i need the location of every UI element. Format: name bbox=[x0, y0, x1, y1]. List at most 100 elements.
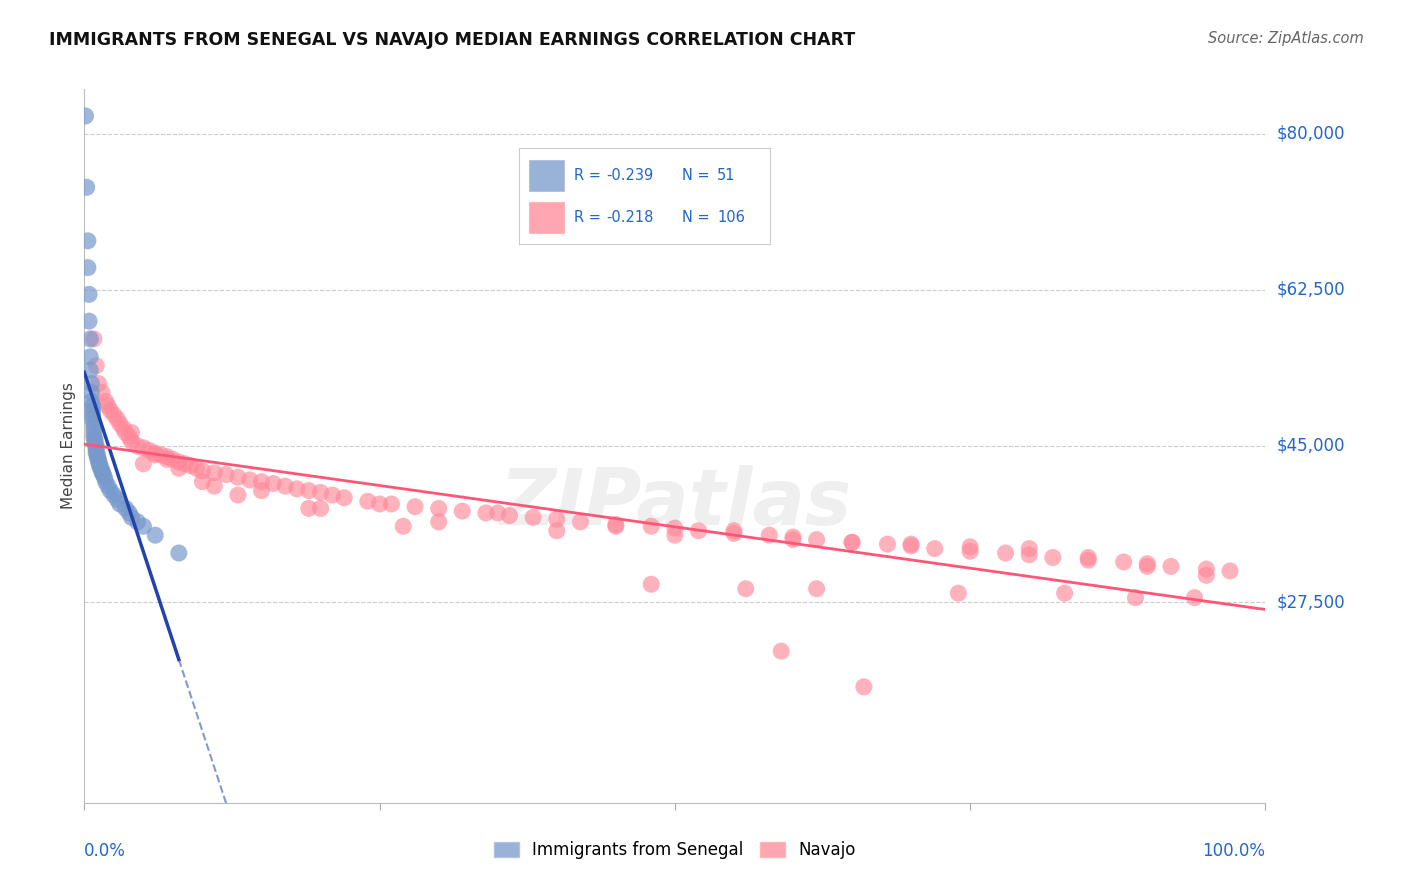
Point bbox=[250, 475, 273, 489]
Point bbox=[569, 515, 592, 529]
Point bbox=[103, 408, 125, 422]
Text: ZIPatlas: ZIPatlas bbox=[499, 465, 851, 541]
Point bbox=[84, 446, 107, 460]
Text: $27,500: $27,500 bbox=[1277, 593, 1346, 611]
Point bbox=[79, 350, 101, 364]
Text: Source: ZipAtlas.com: Source: ZipAtlas.com bbox=[1208, 31, 1364, 46]
Point bbox=[723, 524, 745, 538]
Point bbox=[87, 376, 110, 391]
Text: $45,000: $45,000 bbox=[1277, 437, 1346, 455]
Point bbox=[84, 439, 107, 453]
Point bbox=[143, 528, 166, 542]
Point bbox=[451, 504, 474, 518]
Point bbox=[150, 448, 173, 462]
Point bbox=[1219, 564, 1241, 578]
Point bbox=[112, 421, 135, 435]
Point bbox=[841, 535, 863, 549]
Point bbox=[1195, 562, 1218, 576]
Point bbox=[89, 457, 111, 471]
Point bbox=[486, 506, 509, 520]
Point bbox=[94, 475, 117, 489]
Point bbox=[76, 180, 98, 194]
Point bbox=[1053, 586, 1076, 600]
Text: 51: 51 bbox=[717, 168, 735, 183]
Point bbox=[162, 452, 184, 467]
Point bbox=[156, 452, 179, 467]
Point bbox=[309, 501, 332, 516]
Point bbox=[108, 497, 131, 511]
Point bbox=[1160, 559, 1182, 574]
Point bbox=[91, 385, 114, 400]
Point bbox=[84, 432, 107, 446]
Point bbox=[108, 417, 131, 431]
Point bbox=[82, 408, 104, 422]
Point bbox=[202, 466, 225, 480]
Point bbox=[83, 421, 105, 435]
Point bbox=[132, 519, 155, 533]
Bar bbox=[529, 202, 564, 233]
Point bbox=[132, 441, 155, 455]
Point bbox=[103, 488, 125, 502]
Point bbox=[86, 448, 108, 462]
Point bbox=[770, 644, 793, 658]
Point bbox=[91, 464, 114, 478]
Point bbox=[959, 540, 981, 554]
Point bbox=[404, 500, 426, 514]
Point bbox=[191, 464, 214, 478]
Point bbox=[80, 376, 103, 391]
Point bbox=[118, 506, 141, 520]
Point bbox=[173, 457, 195, 471]
Point bbox=[333, 491, 356, 505]
Point bbox=[640, 577, 662, 591]
Point bbox=[83, 425, 105, 440]
Point bbox=[262, 476, 284, 491]
Text: R =: R = bbox=[574, 168, 606, 183]
Point bbox=[84, 437, 107, 451]
Point bbox=[167, 461, 190, 475]
Text: -0.218: -0.218 bbox=[607, 210, 654, 225]
Point bbox=[605, 517, 627, 532]
Point bbox=[127, 515, 149, 529]
Point bbox=[138, 443, 160, 458]
Point bbox=[87, 452, 110, 467]
Point bbox=[79, 332, 101, 346]
Point bbox=[143, 446, 166, 460]
Point bbox=[368, 497, 391, 511]
Point bbox=[84, 441, 107, 455]
Point bbox=[156, 450, 179, 464]
Point bbox=[87, 455, 110, 469]
Point bbox=[215, 467, 238, 482]
Point bbox=[1184, 591, 1206, 605]
Point bbox=[77, 287, 100, 301]
Point bbox=[876, 537, 898, 551]
Point bbox=[782, 530, 804, 544]
Point bbox=[75, 109, 97, 123]
Point bbox=[97, 399, 120, 413]
Point bbox=[392, 519, 415, 533]
Point bbox=[132, 457, 155, 471]
Point bbox=[84, 359, 107, 373]
Point bbox=[91, 467, 114, 482]
Point bbox=[143, 448, 166, 462]
Point bbox=[1018, 548, 1040, 562]
Point bbox=[79, 363, 101, 377]
Point bbox=[94, 394, 117, 409]
Point bbox=[98, 403, 121, 417]
Text: 0.0%: 0.0% bbox=[84, 842, 127, 860]
Text: $62,500: $62,500 bbox=[1277, 281, 1346, 299]
Point bbox=[107, 492, 129, 507]
Point bbox=[82, 399, 104, 413]
Point bbox=[77, 314, 100, 328]
Point bbox=[782, 533, 804, 547]
Point bbox=[84, 434, 107, 449]
Text: IMMIGRANTS FROM SENEGAL VS NAVAJO MEDIAN EARNINGS CORRELATION CHART: IMMIGRANTS FROM SENEGAL VS NAVAJO MEDIAN… bbox=[49, 31, 855, 49]
Point bbox=[82, 412, 104, 426]
Point bbox=[226, 470, 249, 484]
Point bbox=[546, 524, 568, 538]
Point bbox=[239, 473, 262, 487]
Text: N =: N = bbox=[682, 168, 714, 183]
Point bbox=[98, 483, 121, 498]
Point bbox=[89, 459, 111, 474]
Point bbox=[321, 488, 343, 502]
Point bbox=[180, 458, 202, 473]
